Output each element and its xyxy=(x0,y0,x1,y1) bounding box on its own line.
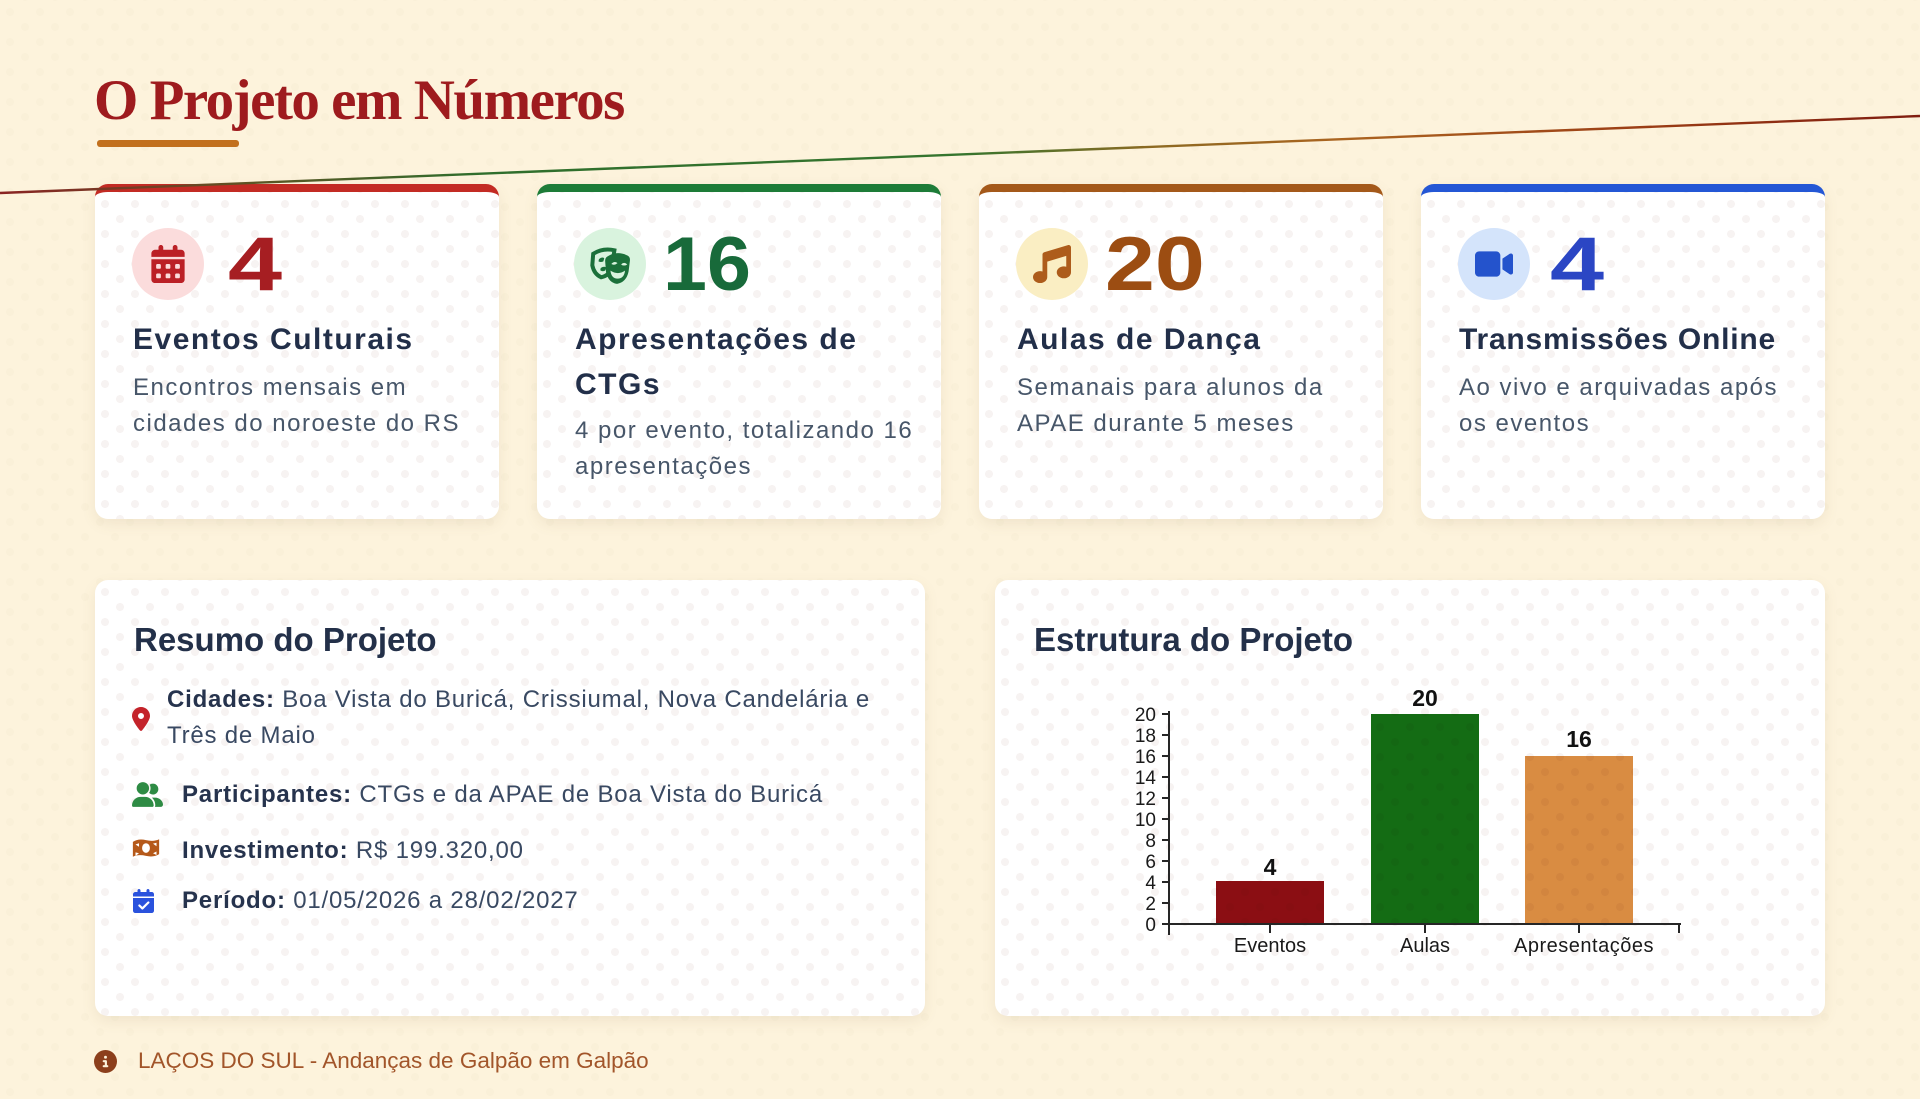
svg-text:14: 14 xyxy=(1135,768,1157,789)
svg-text:10: 10 xyxy=(1135,810,1156,831)
svg-text:20: 20 xyxy=(1135,705,1156,726)
svg-text:12: 12 xyxy=(1135,789,1156,810)
svg-text:20: 20 xyxy=(1412,685,1438,711)
svg-text:Apresentações: Apresentações xyxy=(1514,935,1654,957)
svg-text:18: 18 xyxy=(1135,726,1156,747)
svg-text:Eventos: Eventos xyxy=(1234,935,1306,957)
svg-text:6: 6 xyxy=(1145,852,1156,873)
svg-text:16: 16 xyxy=(1135,747,1156,768)
svg-text:4: 4 xyxy=(1145,873,1156,894)
svg-text:2: 2 xyxy=(1145,894,1156,915)
svg-text:4: 4 xyxy=(1264,854,1277,880)
svg-text:16: 16 xyxy=(1566,726,1592,752)
svg-text:0: 0 xyxy=(1145,915,1156,936)
svg-text:Aulas: Aulas xyxy=(1400,935,1450,957)
svg-text:8: 8 xyxy=(1145,831,1156,852)
